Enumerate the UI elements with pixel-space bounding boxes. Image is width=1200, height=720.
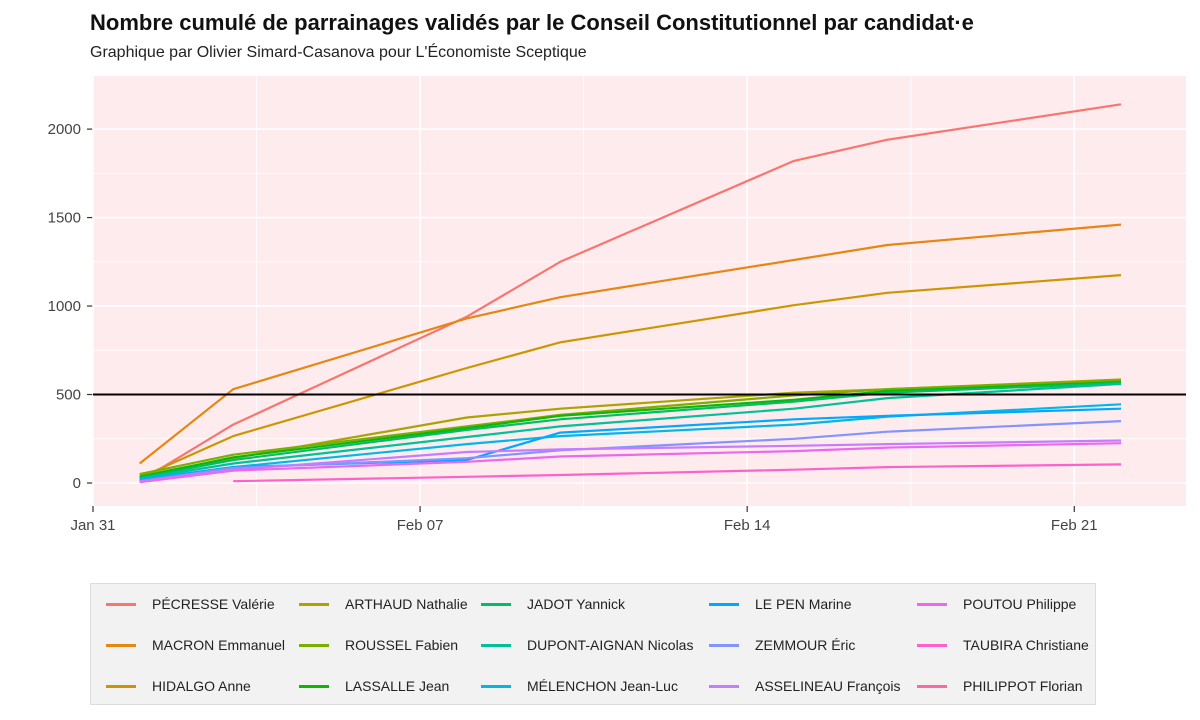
series-line — [139, 103, 1122, 483]
legend-item: ROUSSEL Fabien — [299, 635, 458, 655]
y-tick-label: 1500 — [48, 210, 81, 227]
legend-item: ASSELINEAU François — [709, 676, 901, 696]
legend-item: JADOT Yannick — [481, 594, 625, 614]
legend-swatch — [299, 643, 329, 647]
y-tick-label: 1000 — [48, 298, 81, 315]
series-line — [139, 381, 1122, 478]
series-line — [139, 274, 1122, 479]
legend-swatch — [709, 684, 739, 688]
legend-swatch — [299, 684, 329, 688]
legend-item: ZEMMOUR Éric — [709, 635, 855, 655]
legend-label: DUPONT-AIGNAN Nicolas — [527, 637, 694, 653]
legend-swatch — [917, 602, 947, 606]
y-tick-label: 2000 — [48, 121, 81, 138]
series-line — [139, 381, 1122, 479]
chart-legend: PÉCRESSE Valérie MACRON Emmanuel HIDALGO A… — [90, 583, 1096, 705]
legend-label: ZEMMOUR Éric — [755, 637, 856, 653]
legend-swatch — [106, 643, 136, 647]
legend-swatch — [917, 643, 947, 647]
legend-label: ROUSSEL Fabien — [345, 637, 459, 653]
line-chart: 0 500 1000 1500 2000 Jan 31 Feb 07 Feb 14 Feb 21 — [48, 76, 1186, 534]
legend-label: PHILIPPOT Florian — [963, 678, 1083, 694]
legend-label: PÉCRESSE Valérie — [152, 596, 275, 612]
y-tick-label: 500 — [56, 387, 81, 404]
legend-label: JADOT Yannick — [527, 596, 626, 612]
series-line — [139, 442, 1122, 484]
series-line — [233, 463, 1122, 483]
legend-item: HIDALGO Anne — [106, 676, 251, 696]
legend-label: LASSALLE Jean — [345, 678, 450, 694]
chart-title: Nombre cumulé de parrainages validés par… — [90, 10, 974, 35]
legend-swatch — [299, 602, 329, 606]
legend-label: ARTHAUD Nathalie — [345, 596, 468, 612]
plot-panel — [93, 76, 1186, 506]
legend-item: PÉCRESSE Valérie — [106, 594, 275, 614]
legend-label: HIDALGO Anne — [152, 678, 251, 694]
legend-item: TAUBIRA Christiane — [917, 635, 1089, 655]
legend-label: LE PEN Marine — [755, 596, 852, 612]
series-line — [139, 223, 1122, 465]
legend-swatch — [917, 684, 947, 688]
series-line — [139, 382, 1122, 480]
legend-swatch — [709, 643, 739, 647]
legend-swatch — [709, 602, 739, 606]
legend-item: ARTHAUD Nathalie — [299, 594, 468, 614]
legend-item: POUTOU Philippe — [917, 594, 1076, 614]
legend-label: MÉLENCHON Jean-Luc — [527, 678, 678, 694]
legend-swatch — [481, 602, 511, 606]
legend-item: DUPONT-AIGNAN Nicolas — [481, 635, 693, 655]
legend-item: LASSALLE Jean — [299, 676, 449, 696]
legend-item: LE PEN Marine — [709, 594, 851, 614]
legend-swatch — [481, 643, 511, 647]
legend-item: PHILIPPOT Florian — [917, 676, 1083, 696]
legend-item: MÉLENCHON Jean-Luc — [481, 676, 678, 696]
legend-swatch — [106, 684, 136, 688]
legend-label: ASSELINEAU François — [755, 678, 901, 694]
x-tick-label: Feb 21 — [1051, 517, 1098, 534]
x-tick-label: Feb 14 — [724, 517, 771, 534]
legend-label: MACRON Emmanuel — [152, 637, 286, 653]
legend-swatch — [106, 602, 136, 606]
legend-item: MACRON Emmanuel — [106, 635, 285, 655]
chart-subtitle: Graphique par Olivier Simard-Casanova po… — [90, 44, 587, 61]
y-tick-label: 0 — [73, 475, 81, 492]
legend-label: TAUBIRA Christiane — [963, 637, 1089, 653]
x-tick-label: Feb 07 — [397, 517, 444, 534]
x-tick-label: Jan 31 — [70, 517, 115, 534]
legend-swatch — [481, 684, 511, 688]
legend-label: POUTOU Philippe — [963, 596, 1077, 612]
